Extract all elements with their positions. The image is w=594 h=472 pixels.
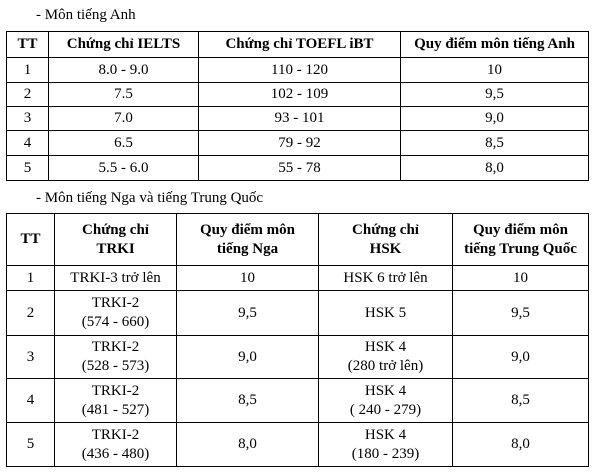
table-cell: 9,0	[452, 335, 589, 379]
table-row: 2 7.5 102 - 109 9,5	[6, 82, 589, 107]
table-cell: 7.5	[48, 82, 199, 107]
table-cell: 9,0	[176, 335, 319, 379]
table-cell: TRKI-2 (436 - 480)	[54, 422, 177, 467]
table-cell: 8,0	[176, 422, 319, 467]
table-cell: 8,5	[400, 130, 589, 156]
section-heading: - Môn tiếng Nga và tiếng Trung Quốc	[36, 190, 264, 206]
table-cell: 8,5	[176, 378, 319, 423]
table-cell: 3	[6, 335, 55, 379]
table-cell: 8,0	[452, 422, 589, 467]
table-row: 5 TRKI-2 (436 - 480) 8,0 HSK 4 (180 - 239) 8…	[6, 422, 589, 467]
table-cell: 1	[6, 265, 55, 291]
table-row: 3 TRKI-2 (528 - 573) 9,0 HSK 4 (280 trở lên…	[6, 335, 589, 379]
table-row: 4 TRKI-2 (481 - 527) 8,5 HSK 4 ( 240 - 279)…	[6, 378, 589, 423]
header-cell: Quy điểm môn tiếng Nga	[176, 213, 319, 266]
table-cell: TRKI-2 (574 - 660)	[54, 290, 177, 336]
table-row: 1 TRKI-3 trở lên 10 HSK 6 trở lên 10	[6, 265, 589, 291]
table-row: 1 8.0 - 9.0 110 - 120 10	[6, 57, 589, 83]
table-cell: HSK 6 trở lên	[318, 265, 453, 291]
table-cell: 8,0	[400, 155, 589, 181]
table-row: 4 6.5 79 - 92 8,5	[6, 130, 589, 156]
table-cell: TRKI-2 (528 - 573)	[54, 335, 177, 379]
table-cell: HSK 4 (280 trở lên)	[318, 335, 453, 379]
table-cell: 1	[6, 57, 49, 83]
table-row: 5 5.5 - 6.0 55 - 78 8,0	[6, 155, 589, 181]
table-cell: 93 - 101	[198, 106, 401, 131]
table-cell: 4	[6, 378, 55, 423]
header-cell: Chứng chỉ TOEFL iBT	[198, 31, 401, 58]
table-cell: 5	[6, 422, 55, 467]
table-cell: 3	[6, 106, 49, 131]
table-cell: HSK 4 ( 240 - 279)	[318, 378, 453, 423]
table-cell: 5	[6, 155, 49, 181]
header-cell: Quy điểm môn tiếng Anh	[400, 31, 589, 58]
header-cell: Chứng chỉ TRKI	[54, 213, 177, 266]
table-cell: HSK 4 (180 - 239)	[318, 422, 453, 467]
table-row: 2 TRKI-2 (574 - 660) 9,5 HSK 5 9,5	[6, 290, 589, 336]
table-cell: 9,5	[452, 290, 589, 336]
header-cell: Quy điểm môn tiếng Trung Quốc	[452, 213, 589, 266]
header-cell: Chứng chỉ IELTS	[48, 31, 199, 58]
table-cell: 10	[452, 265, 589, 291]
table-cell: 4	[6, 130, 49, 156]
header-cell: TT	[6, 213, 55, 266]
table-cell: TRKI-2 (481 - 527)	[54, 378, 177, 423]
header-cell: TT	[6, 31, 49, 58]
table-cell: 6.5	[48, 130, 199, 156]
table-cell: 10	[400, 57, 589, 83]
table-row: 3 7.0 93 - 101 9,0	[6, 106, 589, 131]
russian-chinese-table: TT Chứng chỉ TRKI Quy điểm môn tiếng Nga Ch…	[6, 213, 589, 467]
header-row: TT Chứng chỉ IELTS Chứng chỉ TOEFL iBT Quy …	[6, 31, 589, 58]
table-cell: 102 - 109	[198, 82, 401, 107]
table-cell: TRKI-3 trở lên	[54, 265, 177, 291]
english-table: TT Chứng chỉ IELTS Chứng chỉ TOEFL iBT Quy …	[6, 31, 589, 181]
table-cell: HSK 5	[318, 290, 453, 336]
header-cell: Chứng chỉ HSK	[318, 213, 453, 266]
table-cell: 9,0	[400, 106, 589, 131]
table-cell: 10	[176, 265, 319, 291]
header-row: TT Chứng chỉ TRKI Quy điểm môn tiếng Nga Ch…	[6, 213, 589, 266]
table-cell: 9,5	[176, 290, 319, 336]
section-heading: - Môn tiếng Anh	[36, 7, 136, 23]
table-cell: 9,5	[400, 82, 589, 107]
table-cell: 110 - 120	[198, 57, 401, 83]
table-cell: 7.0	[48, 106, 199, 131]
table-cell: 2	[6, 290, 55, 336]
table-cell: 79 - 92	[198, 130, 401, 156]
table-cell: 5.5 - 6.0	[48, 155, 199, 181]
table-cell: 2	[6, 82, 49, 107]
table-cell: 8.0 - 9.0	[48, 57, 199, 83]
table-cell: 8,5	[452, 378, 589, 423]
table-cell: 55 - 78	[198, 155, 401, 181]
